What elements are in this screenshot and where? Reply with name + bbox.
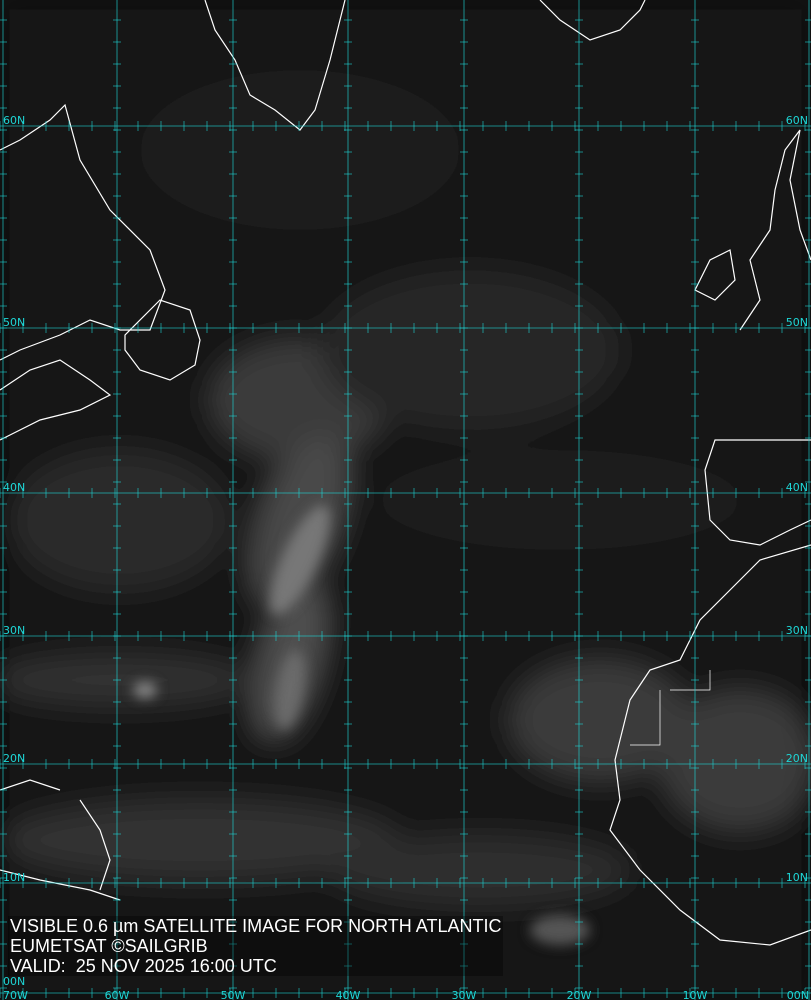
latitude-label-right: 10N — [786, 871, 808, 884]
equator-label-left: 00N — [3, 975, 25, 988]
coastlines — [0, 0, 811, 946]
nova-scotia-coast — [0, 359, 112, 441]
longitude-label: 10W — [683, 989, 708, 1000]
caption-source: EUMETSAT ©SAILGRIB — [10, 936, 208, 956]
longitude-label: 00N — [787, 989, 809, 1000]
latitude-label-right: 20N — [786, 752, 808, 765]
newfoundland-coast — [124, 299, 201, 381]
longitude-label: 50W — [221, 989, 246, 1000]
longitude-label: 60W — [105, 989, 130, 1000]
latitude-label-right: 30N — [786, 624, 808, 637]
latitude-label-right: 40N — [786, 481, 808, 494]
longitude-label: 20W — [567, 989, 592, 1000]
caption-valid-time: VALID: 25 NOV 2025 16:00 UTC — [10, 956, 277, 976]
latitude-label-left: 30N — [3, 624, 25, 637]
latitude-label-left: 50N — [3, 316, 25, 329]
labrador-coast — [0, 103, 166, 361]
latitude-label-left: 60N — [3, 114, 25, 127]
western-sahara-border — [630, 670, 711, 746]
africa-coast — [609, 544, 811, 946]
latitude-label-right: 60N — [786, 114, 808, 127]
latitude-label-left: 10N — [3, 871, 25, 884]
latitude-label-left: 40N — [3, 481, 25, 494]
caribbean-coast — [0, 779, 121, 901]
british-isles-coast — [739, 129, 811, 331]
latitude-label-right: 50N — [786, 316, 808, 329]
latitude-label-left: 20N — [3, 752, 25, 765]
longitude-label: 40W — [336, 989, 361, 1000]
longitude-label: 70W — [3, 989, 28, 1000]
caption-title: VISIBLE 0.6 µm SATELLITE IMAGE FOR NORTH… — [10, 916, 502, 936]
image-caption: VISIBLE 0.6 µm SATELLITE IMAGE FOR NORTH… — [8, 916, 504, 976]
longitude-label: 30W — [452, 989, 477, 1000]
greenland-coast — [204, 0, 346, 131]
iberia-coast — [704, 439, 811, 546]
ireland-coast — [694, 249, 736, 301]
iceland-coast — [539, 0, 646, 41]
